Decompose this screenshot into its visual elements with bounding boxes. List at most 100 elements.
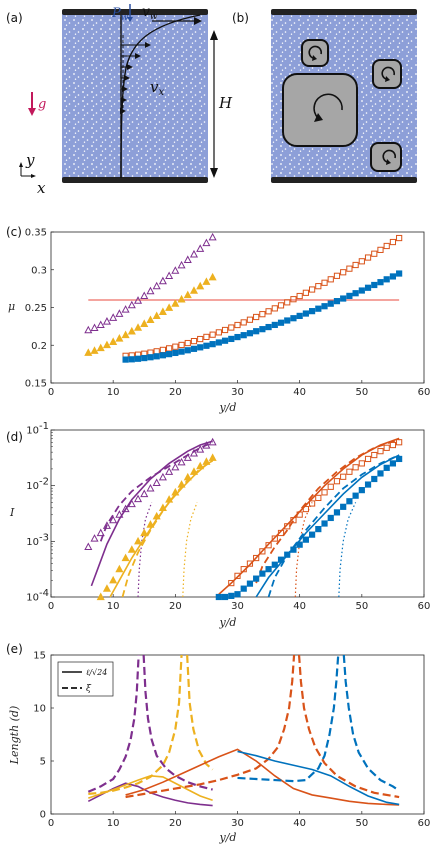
c-point-blue xyxy=(364,284,372,291)
c-ytick-label: 0.15 xyxy=(25,379,47,390)
d-point-blue xyxy=(364,481,372,488)
c-point-yellow xyxy=(109,337,118,345)
d-xtick-label: 0 xyxy=(48,601,54,612)
c-point-blue xyxy=(190,345,198,352)
d-point-blue xyxy=(215,593,222,601)
d-ytick-exponent: -3 xyxy=(39,532,49,543)
d-point-purple xyxy=(133,494,143,503)
c-point-blue xyxy=(246,330,254,337)
d-xtick-label: 30 xyxy=(231,601,244,612)
c-point-blue xyxy=(153,353,160,360)
e-dashed-right-purple xyxy=(142,654,213,791)
d-point-orange xyxy=(234,572,241,579)
c-point-blue xyxy=(197,344,204,351)
c-point-purple xyxy=(96,320,105,329)
d-point-blue xyxy=(309,531,316,538)
panel-b-schematic: (b) xyxy=(232,9,417,183)
c-point-yellow xyxy=(196,281,205,290)
d-point-purple xyxy=(208,437,217,446)
pw-label: Pw xyxy=(111,6,129,23)
e-ytick-label: 15 xyxy=(33,651,46,662)
e-xtick-label: 10 xyxy=(107,818,120,829)
d-point-blue xyxy=(340,503,347,510)
c-xtick-label: 0 xyxy=(48,387,54,398)
d-point-yellow xyxy=(152,511,161,520)
e-xtick-label: 30 xyxy=(231,818,244,829)
c-point-blue xyxy=(240,332,247,339)
pw-arrowhead xyxy=(127,17,133,22)
d-point-orange xyxy=(364,455,372,463)
c-point-orange xyxy=(265,308,272,315)
d-point-blue xyxy=(377,470,384,477)
e-ytick-label: 0 xyxy=(40,810,46,821)
d-point-yellow xyxy=(158,503,167,512)
c-point-orange xyxy=(346,265,353,272)
d-point-blue xyxy=(221,593,229,601)
d-ytick-label: 10 xyxy=(26,426,39,437)
d-point-blue xyxy=(302,536,309,543)
e-ytick-label: 10 xyxy=(33,704,46,715)
c-point-orange xyxy=(197,335,204,343)
c-point-orange xyxy=(389,238,397,246)
d-xtick-label: 40 xyxy=(293,601,306,612)
c-point-blue xyxy=(352,290,359,297)
c-point-orange xyxy=(172,343,179,350)
d-xtick-label: 60 xyxy=(418,601,431,612)
d-point-blue xyxy=(228,592,235,599)
d-dotted-orange xyxy=(294,502,313,598)
d-point-yellow xyxy=(177,480,186,488)
c-point-purple xyxy=(84,325,93,334)
d-point-blue xyxy=(290,546,297,553)
d-ytick-label: 10 xyxy=(26,481,39,492)
c-point-orange xyxy=(364,254,372,261)
d-point-orange xyxy=(352,464,359,471)
y-axis-label: y xyxy=(25,151,35,169)
c-point-blue xyxy=(377,279,384,286)
panel-d-label: (d) xyxy=(6,430,23,444)
d-point-yellow xyxy=(121,553,130,562)
c-point-yellow xyxy=(171,299,180,307)
c-point-yellow xyxy=(152,311,161,320)
c-xtick-label: 50 xyxy=(355,387,368,398)
d-ytick-label: 10 xyxy=(26,537,39,548)
c-point-orange xyxy=(271,305,278,312)
d-point-purple xyxy=(90,534,99,542)
d-point-purple xyxy=(140,489,149,498)
c-point-yellow xyxy=(102,340,111,349)
c-point-yellow xyxy=(183,290,192,299)
c-point-blue xyxy=(159,352,167,359)
d-point-purple xyxy=(121,504,130,513)
d-point-orange xyxy=(277,529,285,537)
d-point-yellow xyxy=(133,536,143,545)
d-point-orange xyxy=(309,500,316,507)
c-point-blue xyxy=(296,312,303,320)
c-point-orange xyxy=(240,319,247,326)
d-point-purple xyxy=(102,521,111,529)
c-point-blue xyxy=(209,341,216,348)
c-xtick-label: 30 xyxy=(231,387,244,398)
c-point-orange xyxy=(215,329,222,336)
e-dashed-right-orange xyxy=(297,654,400,799)
d-ytick-exponent: -4 xyxy=(39,588,49,599)
d-point-purple xyxy=(109,515,118,524)
d-point-purple xyxy=(158,472,167,481)
d-point-purple xyxy=(171,462,180,471)
e-dashed-purple xyxy=(87,654,140,793)
c-point-blue xyxy=(128,356,135,363)
c-point-purple xyxy=(109,313,118,321)
e-dashed-yellow xyxy=(88,654,183,795)
d-point-yellow xyxy=(127,545,136,553)
c-point-blue xyxy=(215,339,222,346)
d-point-purple xyxy=(177,457,186,466)
c-point-blue xyxy=(327,300,334,307)
c-point-blue xyxy=(358,287,365,294)
c-point-blue xyxy=(315,305,322,312)
c-point-orange xyxy=(383,242,390,250)
d-point-orange xyxy=(228,579,235,587)
c-point-blue xyxy=(234,333,241,341)
c-point-orange xyxy=(178,341,185,349)
c-point-orange xyxy=(309,286,316,293)
c-point-purple xyxy=(152,281,161,290)
c-point-orange xyxy=(371,250,378,257)
